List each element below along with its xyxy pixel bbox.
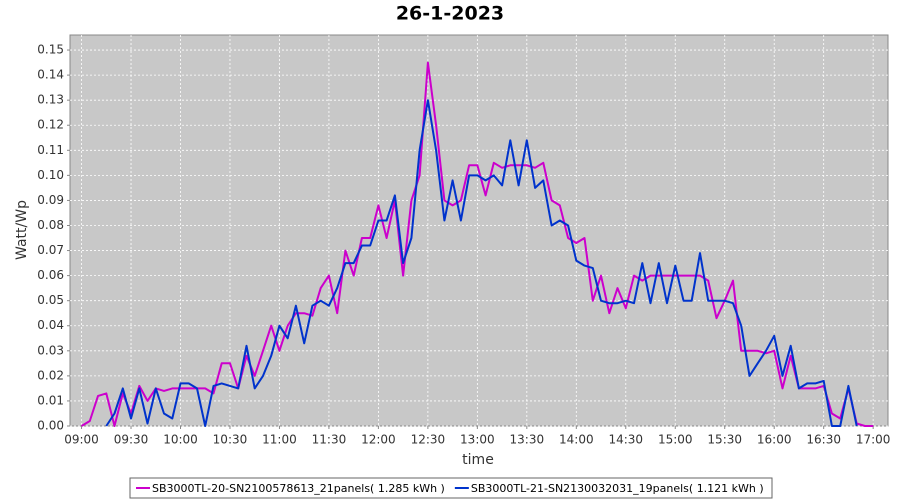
x-tick-label: 11:00 [262,433,297,447]
y-tick-label: 0.01 [37,393,64,407]
chart-title: 26-1-2023 [396,3,504,25]
y-tick-label: 0.07 [37,243,64,257]
y-tick-label: 0.15 [37,43,64,57]
series-line [80,61,874,427]
x-tick-label: 12:30 [411,433,446,447]
y-tick-label: 0.03 [37,343,64,357]
legend-label: SB3000TL-20-SN2100578613_21panels( 1.285… [152,482,445,495]
y-tick-label: 0.11 [37,143,64,157]
x-tick-label: 14:30 [608,433,643,447]
x-tick-label: 15:00 [658,433,693,447]
x-tick-label: 10:30 [213,433,248,447]
y-tick-label: 0.13 [37,93,64,107]
y-tick-label: 0.09 [37,193,64,207]
legend [129,477,773,499]
x-tick-label: 14:00 [559,433,594,447]
plot-area [69,34,889,427]
x-tick-label: 12:00 [361,433,396,447]
y-tick-label: 0.14 [37,68,64,82]
y-tick-label: 0.12 [37,118,64,132]
y-tick-label: 0.02 [37,368,64,382]
series-line [105,99,858,427]
x-tick-label: 13:00 [460,433,495,447]
y-tick-label: 0.06 [37,268,64,282]
x-tick-label: 16:30 [806,433,841,447]
y-tick-label: 0.10 [37,168,64,182]
x-tick-label: 10:00 [163,433,198,447]
x-tick-label: 17:00 [856,433,891,447]
y-axis-label: Watt/Wp [14,200,30,260]
x-tick-label: 15:30 [707,433,742,447]
x-tick-label: 09:30 [114,433,149,447]
y-tick-label: 0.08 [37,218,64,232]
x-tick-label: 13:30 [510,433,545,447]
legend-label: SB3000TL-21-SN2130032031_19panels( 1.121… [471,482,764,495]
y-tick-label: 0.04 [37,318,64,332]
x-tick-label: 11:30 [312,433,347,447]
x-tick-label: 16:00 [757,433,792,447]
y-tick-label: 0.05 [37,293,64,307]
x-tick-label: 09:00 [64,433,99,447]
y-tick-label: 0.00 [37,419,64,433]
x-axis-label: time [462,452,494,468]
